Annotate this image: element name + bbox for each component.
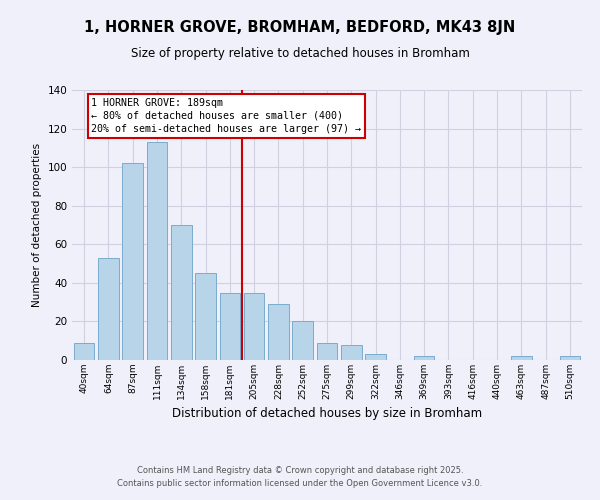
Bar <box>98 258 119 360</box>
Text: Size of property relative to detached houses in Bromham: Size of property relative to detached ho… <box>131 48 469 60</box>
Bar <box>220 292 240 360</box>
Bar <box>74 342 94 360</box>
Bar <box>365 354 386 360</box>
Bar <box>171 225 191 360</box>
Text: 1 HORNER GROVE: 189sqm
← 80% of detached houses are smaller (400)
20% of semi-de: 1 HORNER GROVE: 189sqm ← 80% of detached… <box>91 98 361 134</box>
Bar <box>292 322 313 360</box>
Bar <box>511 356 532 360</box>
Bar <box>244 292 265 360</box>
Bar <box>341 344 362 360</box>
Bar <box>195 273 216 360</box>
X-axis label: Distribution of detached houses by size in Bromham: Distribution of detached houses by size … <box>172 408 482 420</box>
Text: Contains HM Land Registry data © Crown copyright and database right 2025.
Contai: Contains HM Land Registry data © Crown c… <box>118 466 482 487</box>
Text: 1, HORNER GROVE, BROMHAM, BEDFORD, MK43 8JN: 1, HORNER GROVE, BROMHAM, BEDFORD, MK43 … <box>85 20 515 35</box>
Bar <box>146 142 167 360</box>
Bar <box>268 304 289 360</box>
Bar <box>122 164 143 360</box>
Bar <box>414 356 434 360</box>
Bar <box>317 342 337 360</box>
Bar <box>560 356 580 360</box>
Y-axis label: Number of detached properties: Number of detached properties <box>32 143 42 307</box>
